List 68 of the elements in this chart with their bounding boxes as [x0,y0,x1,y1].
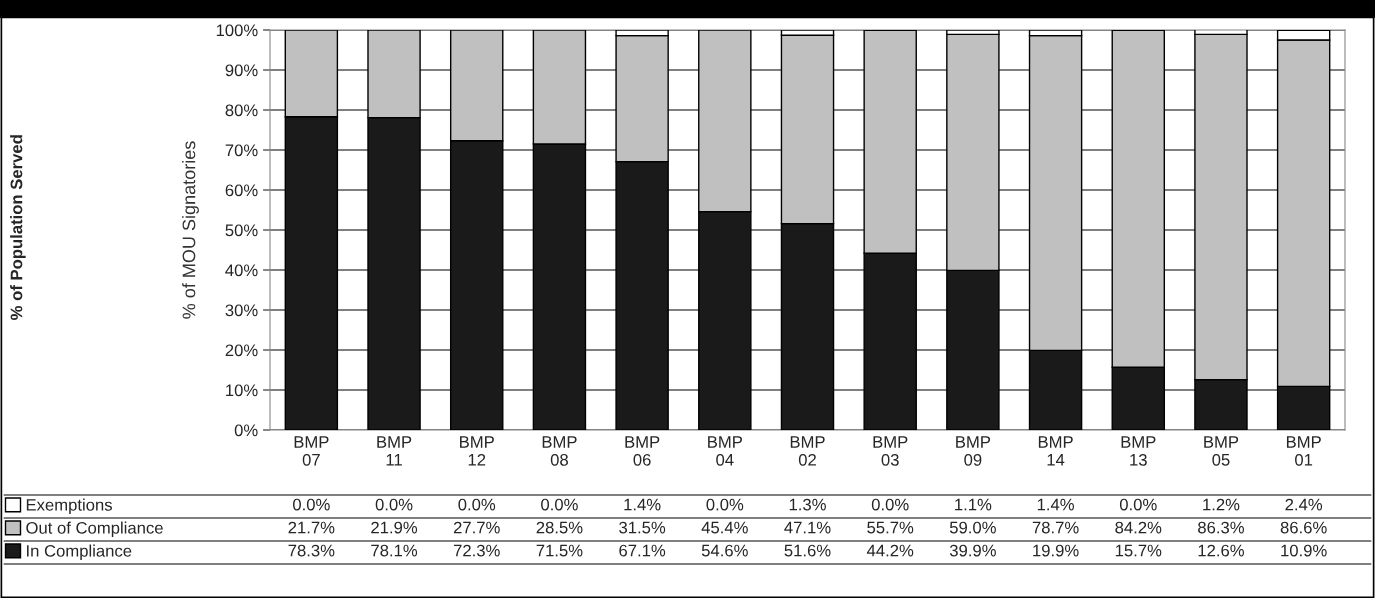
data-label: 21.7% [288,521,335,534]
data-label: 15.7% [1115,544,1162,557]
data-label: 12.6% [1198,544,1244,557]
data-label: 27.7% [453,521,500,534]
data-label: 59.0% [949,521,996,534]
data-label: 0.0% [1119,498,1157,511]
data-label: 78.7% [1032,521,1079,534]
data-label: 54.6% [701,544,748,557]
x-tick-label: BMP 04 [708,436,742,466]
data-label: 2.4% [1285,498,1323,511]
y-tick-label: 100% [216,24,258,37]
data-label: 21.9% [371,521,418,534]
data-label: 78.3% [288,544,335,557]
y-tick-label: 70% [225,144,258,157]
data-label: 72.3% [453,544,500,557]
data-label: 84.2% [1115,521,1162,534]
x-tick-label: BMP 03 [873,436,908,466]
data-label: 0.0% [293,498,330,511]
data-label: 47.1% [784,521,831,534]
y-axis-title: % of MOU Signatories [182,141,199,319]
data-label: 0.0% [706,498,744,511]
data-label: 86.6% [1280,521,1327,534]
x-tick-label: BMP 06 [625,436,660,466]
data-label: 55.7% [867,521,914,534]
y-tick-label: 90% [225,64,258,77]
legend-label: Out of Compliance [26,521,163,538]
y-tick-label: 10% [226,384,258,397]
data-label: 10.9% [1281,544,1327,557]
x-tick-label: BMP 01 [1286,436,1321,466]
data-label: 0.0% [871,498,909,511]
data-label: 1.1% [955,498,992,511]
data-label: 71.5% [536,544,583,557]
data-label: 0.0% [541,498,578,511]
data-label: 51.6% [784,544,831,557]
data-label: 78.1% [371,544,418,557]
text: % of Population Served [10,135,26,320]
x-tick-label: BMP 13 [1121,436,1156,466]
data-label: 44.2% [866,544,914,557]
y-tick-label: 60% [225,184,258,197]
x-tick-label: BMP 07 [294,436,329,466]
data-label: 45.4% [701,521,748,534]
legend-label: Exemptions [26,498,112,515]
y-tick-label: 50% [225,224,258,237]
x-tick-label: BMP 14 [1038,436,1073,466]
x-tick-label: BMP 05 [1204,436,1239,466]
data-label: 1.4% [1037,498,1074,511]
y-tick-label: 0% [234,424,258,437]
x-tick-label: BMP 09 [956,436,991,466]
y-tick-label: 80% [225,104,258,117]
data-label: 0.0% [375,498,413,511]
x-tick-label: BMP 08 [542,436,577,466]
data-label: 28.5% [536,521,583,534]
y-tick-label: 40% [225,264,258,277]
y-tick-label: 20% [225,344,258,357]
x-tick-label: BMP 11 [377,436,412,466]
data-label: 0.0% [458,498,496,511]
data-label: 19.9% [1033,544,1079,557]
data-label: 86.3% [1198,521,1244,534]
x-tick-label: BMP 12 [460,436,494,466]
data-label: 1.2% [1203,498,1240,511]
y-tick-label: 30% [225,304,258,317]
data-label: 1.3% [789,498,826,511]
data-label: 31.5% [619,521,666,534]
data-label: 39.9% [949,544,996,557]
data-label: 1.4% [624,498,661,511]
x-tick-label: BMP 02 [790,436,825,466]
data-label: 67.1% [619,544,666,557]
legend-label: In Compliance [27,544,132,561]
